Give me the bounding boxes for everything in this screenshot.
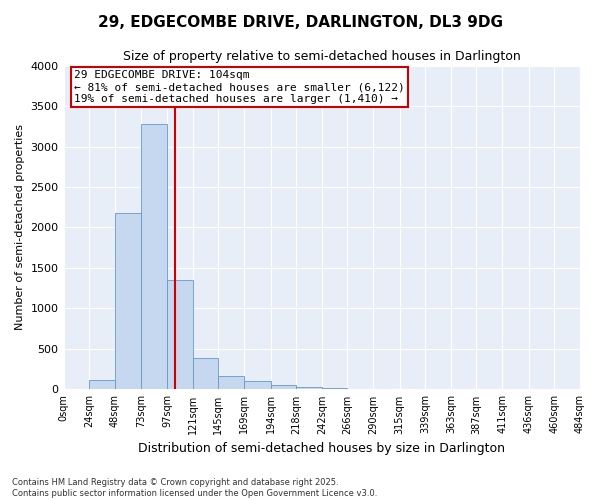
Title: Size of property relative to semi-detached houses in Darlington: Size of property relative to semi-detach… [123, 50, 521, 63]
Bar [89, 380, 115, 390]
Bar [296, 386, 322, 390]
Bar [142, 124, 167, 390]
X-axis label: Distribution of semi-detached houses by size in Darlington: Distribution of semi-detached houses by … [138, 442, 505, 455]
Text: 29 EDGECOMBE DRIVE: 104sqm
← 81% of semi-detached houses are smaller (6,122)
19%: 29 EDGECOMBE DRIVE: 104sqm ← 81% of semi… [74, 70, 404, 104]
Bar [218, 376, 244, 390]
Bar [322, 388, 347, 390]
Text: Contains HM Land Registry data © Crown copyright and database right 2025.
Contai: Contains HM Land Registry data © Crown c… [12, 478, 377, 498]
Text: 29, EDGECOMBE DRIVE, DARLINGTON, DL3 9DG: 29, EDGECOMBE DRIVE, DARLINGTON, DL3 9DG [97, 15, 503, 30]
Bar [244, 382, 271, 390]
Bar [271, 384, 296, 390]
Bar [115, 214, 142, 390]
Bar [167, 280, 193, 390]
Y-axis label: Number of semi-detached properties: Number of semi-detached properties [15, 124, 25, 330]
Bar [193, 358, 218, 390]
